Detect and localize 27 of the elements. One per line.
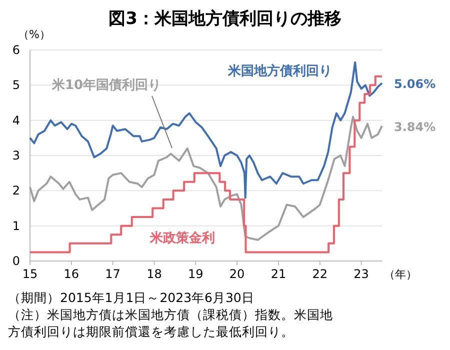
y-axis-title: （%） xyxy=(18,28,50,41)
y-tick-label: 3 xyxy=(12,148,20,162)
y-tick-label: 4 xyxy=(12,113,20,128)
y-tick-label: 0 xyxy=(12,254,20,268)
x-tick-label: 18 xyxy=(146,267,162,281)
x-tick-label: 21 xyxy=(270,267,286,281)
x-tick-label: 23 xyxy=(354,267,369,281)
y-tick-label: 2 xyxy=(12,184,20,198)
x-axis-title: （年） xyxy=(384,268,417,281)
x-tick-label: 20 xyxy=(229,267,245,281)
text: （期間）2015年1月1日～2023年6月30日 xyxy=(8,290,254,305)
chart-title: 図3：米国地方債利回りの推移 xyxy=(108,9,342,29)
y-tick-label: 6 xyxy=(12,43,20,57)
x-tick-label: 17 xyxy=(105,267,120,281)
series-label: 米国地方債利回り xyxy=(227,63,332,79)
x-tick-label: 19 xyxy=(188,267,204,281)
x-tick-label: 22 xyxy=(312,267,328,281)
x-tick-label: 15 xyxy=(22,267,38,281)
annotation: 3.84% xyxy=(394,120,436,134)
series-label: 米政策金利 xyxy=(149,230,215,246)
y-tick-label: 5 xyxy=(12,78,20,92)
x-tick-label: 16 xyxy=(64,267,80,281)
annotation: 5.06% xyxy=(394,77,436,92)
text: 米10年国債利回り xyxy=(51,77,162,93)
line-series xyxy=(29,61,383,199)
y-tick-label: 1 xyxy=(12,218,20,233)
text: （注）米国地方債は米国地方債（課税債）指数。米国地方債利回りは期限前償還を考慮した最低利回り。 xyxy=(8,307,333,339)
